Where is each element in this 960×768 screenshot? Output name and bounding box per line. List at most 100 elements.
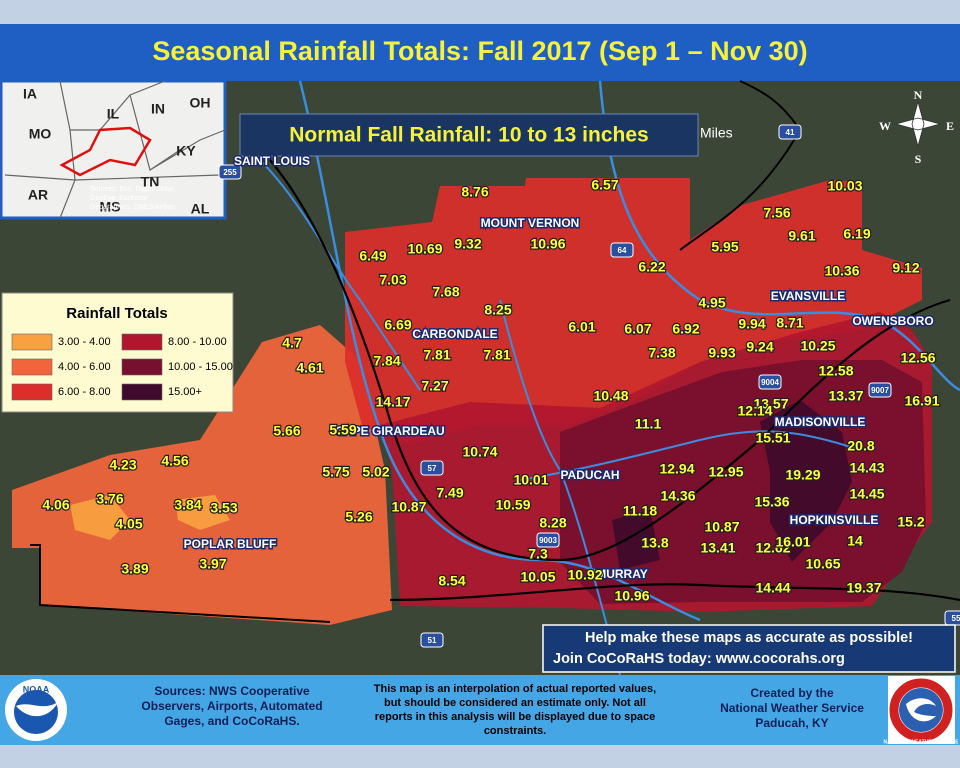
nws-swirl [906, 698, 936, 722]
rainfall-value: 20.8 [847, 438, 874, 454]
footer-disclaimer: reports in this analysis will be display… [375, 711, 656, 723]
title-bar [0, 24, 960, 81]
rainfall-value: 6.92 [672, 321, 699, 337]
inset-state-label: AL [191, 201, 210, 217]
rainfall-value: 12.95 [708, 464, 743, 480]
map-line [389, 583, 960, 602]
road-shield [420, 632, 444, 648]
compass-letter: S [915, 152, 922, 166]
legend-label: 6.00 - 8.00 [58, 386, 111, 398]
inset-state-label: MS [100, 199, 121, 215]
rainfall-zone [345, 178, 922, 445]
legend-label: 4.00 - 6.00 [58, 361, 111, 373]
rainfall-value: 5.75 [322, 464, 349, 480]
rainfall-value: 5.02 [362, 464, 389, 480]
rainfall-value: 13.8 [641, 535, 668, 551]
rainfall-value: 7.68 [432, 284, 459, 300]
rainfall-value: 9.94 [738, 316, 765, 332]
inset-state-label: AR [28, 187, 48, 203]
rainfall-value: 10.69 [407, 241, 442, 257]
rainfall-value: 10.96 [530, 236, 565, 252]
road-shield [420, 460, 444, 476]
rainfall-value: 5.95 [711, 239, 738, 255]
rainfall-value: 7.38 [648, 345, 675, 361]
compass-rose [894, 100, 942, 148]
banner-text: Join CoCoRaHS today: www.cocorahs.org [553, 651, 845, 667]
rainfall-value: 4.06 [42, 497, 69, 513]
city-label: MURRAY [596, 567, 648, 581]
map-line [298, 80, 701, 622]
road-label: 41 [786, 128, 795, 137]
rainfall-value: 6.49 [359, 248, 386, 264]
rainfall-value: 3.97 [199, 556, 226, 572]
rainfall-value: 10.05 [520, 569, 555, 585]
rainfall-value: 19.29 [785, 467, 820, 483]
rainfall-value: 10.48 [593, 388, 628, 404]
road-label: 255 [223, 168, 237, 177]
rainfall-value: 7.49 [436, 485, 463, 501]
rainfall-value: 13.57 [753, 396, 788, 412]
rainfall-value: 4.7 [282, 335, 302, 351]
map-line [30, 544, 331, 623]
nws-text: NATIONAL WEATHER SERVICE [884, 739, 960, 745]
rainfall-value: 12.62 [755, 540, 790, 556]
road-shield [778, 124, 802, 140]
rainfall-zone [612, 510, 660, 570]
rainfall-value: 10.92 [567, 567, 602, 583]
rainfall-value: 7.3 [528, 546, 548, 562]
compass-letter: E [946, 119, 954, 133]
city-label: EVANSVILLE [771, 289, 845, 303]
road-label: 9004 [761, 378, 779, 387]
road-shield [944, 610, 960, 626]
city-label: SAINT LOUIS [234, 154, 310, 168]
road-shield [610, 242, 634, 258]
rainfall-value: 10.74 [462, 444, 497, 460]
scale-label: Miles [700, 125, 733, 141]
inset-state-label: IN [151, 101, 165, 117]
compass-letter: N [914, 88, 923, 102]
rainfall-value: 14.36 [660, 488, 695, 504]
rainfall-value: 7.81 [483, 347, 510, 363]
road-shield [536, 532, 560, 548]
rainfall-value: 8.25 [484, 302, 511, 318]
rainfall-zone [12, 325, 392, 625]
road-shield [758, 374, 782, 390]
footer-sources: Sources: NWS Cooperative [154, 684, 310, 698]
inset-state-label: OH [190, 95, 211, 111]
rainfall-value: 12.14 [737, 403, 772, 419]
rainfall-value: 15.2 [897, 514, 924, 530]
map-line [269, 159, 951, 562]
legend-label: 8.00 - 10.00 [168, 336, 227, 348]
rainfall-value: 10.87 [391, 499, 426, 515]
footer-disclaimer: but should be considered an estimate onl… [384, 697, 646, 709]
inset-state-label: MO [29, 126, 52, 142]
title: Seasonal Rainfall Totals: Fall 2017 (Sep… [152, 36, 807, 66]
rainfall-value: 5.26 [345, 509, 372, 525]
rainfall-value: 11.18 [623, 503, 657, 519]
rainfall-value: 9.24 [746, 339, 773, 355]
rainfall-value: 14 [847, 533, 863, 549]
rainfall-value: 4.61 [296, 360, 323, 376]
city-label: MADISONVILLE [775, 415, 866, 429]
footer-credit: National Weather Service [720, 701, 864, 715]
rainfall-value: 5.66 [273, 423, 300, 439]
rainfall-value: 3.53 [210, 500, 237, 516]
legend-swatch [121, 383, 163, 401]
rainfall-value: 12.56 [900, 350, 935, 366]
footer-credit: Created by the [750, 686, 834, 700]
map-line [679, 80, 802, 251]
inset-state-label: IA [23, 86, 37, 102]
city-label: CAPE GIRARDEAU [335, 424, 444, 438]
rainfall-value: 14.45 [849, 486, 884, 502]
rainfall-zone [175, 495, 230, 530]
rainfall-value: 14.43 [849, 460, 884, 476]
rainfall-value: 6.57 [591, 177, 618, 193]
rainfall-value: 8.54 [438, 573, 465, 589]
rainfall-value: 8.71 [776, 315, 803, 331]
nws-logo-center [899, 688, 943, 732]
rainfall-value: 10.01 [513, 472, 548, 488]
rainfall-value: 6.07 [624, 321, 651, 337]
footer-credit: Paducah, KY [755, 716, 828, 730]
